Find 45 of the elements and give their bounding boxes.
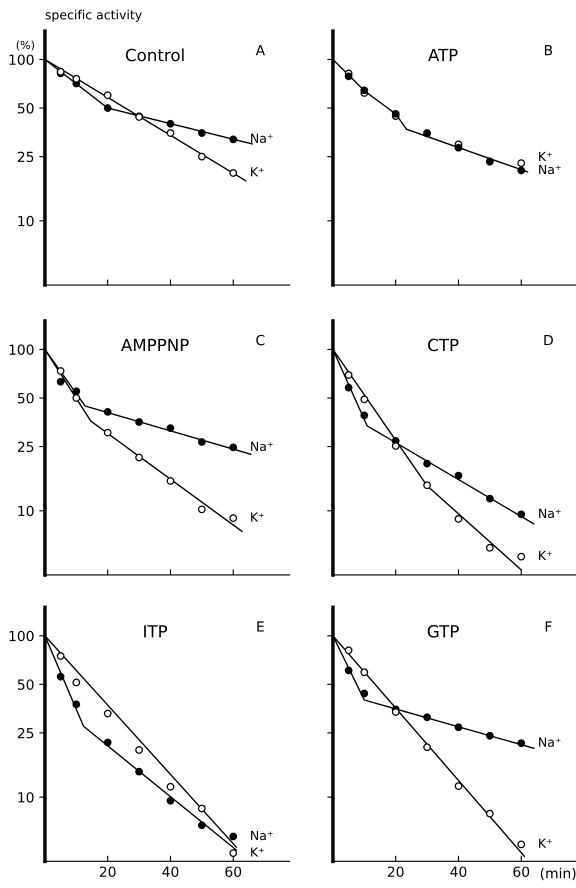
- text: C: [256, 334, 264, 346]
- y-tick-label: 10: [18, 216, 34, 226]
- text: D: [544, 335, 553, 346]
- x-tick-label: 20: [388, 866, 404, 877]
- series-label: K⁺: [251, 167, 264, 176]
- series-label: Na⁺: [251, 134, 273, 143]
- text: Control: [126, 48, 184, 62]
- series-label: K⁺: [251, 847, 264, 857]
- x-tick-label: 60: [513, 866, 530, 877]
- x-tick-label: 60: [225, 866, 242, 877]
- y-tick-label: 100: [10, 344, 34, 355]
- text: F: [546, 621, 552, 632]
- y-tick-label: 50: [18, 103, 34, 114]
- text: B: [544, 45, 552, 56]
- y-tick-label: 10: [18, 506, 34, 516]
- text: CTP: [428, 338, 458, 352]
- x-tick-label: 40: [450, 866, 466, 877]
- x-tick-label: 40: [162, 866, 178, 877]
- series-label: K⁺: [539, 152, 552, 161]
- series-label: Na⁺: [539, 164, 561, 174]
- series-label: K⁺: [539, 550, 552, 560]
- y-tick-label: 25: [18, 442, 34, 452]
- series-label: K⁺: [539, 838, 552, 848]
- y-tick-label: 25: [18, 728, 34, 738]
- y-tick-label: 25: [18, 152, 34, 162]
- series-label: Na⁺: [539, 738, 561, 747]
- text: A: [256, 45, 265, 56]
- text: ITP: [144, 625, 168, 638]
- series-label: Na⁺: [539, 508, 561, 518]
- series-label: Na⁺: [251, 442, 273, 452]
- y-tick-label: 100: [10, 630, 34, 642]
- series-label: K⁺: [251, 512, 264, 522]
- y-tick-label: 100: [10, 54, 34, 65]
- text: specific activity: [46, 10, 142, 22]
- y-axis-title: (%): [16, 40, 34, 51]
- y-tick-label: 10: [18, 792, 34, 803]
- y-tick-label: 50: [18, 392, 34, 404]
- text: GTP: [428, 625, 459, 638]
- x-axis-title: (min): [540, 868, 576, 880]
- x-tick-label: 20: [100, 866, 116, 877]
- text: E: [257, 621, 264, 632]
- y-tick-label: 50: [18, 679, 34, 690]
- series-label: Na⁺: [251, 830, 273, 840]
- text: ATP: [428, 48, 458, 62]
- text: AMPPNP: [121, 338, 189, 352]
